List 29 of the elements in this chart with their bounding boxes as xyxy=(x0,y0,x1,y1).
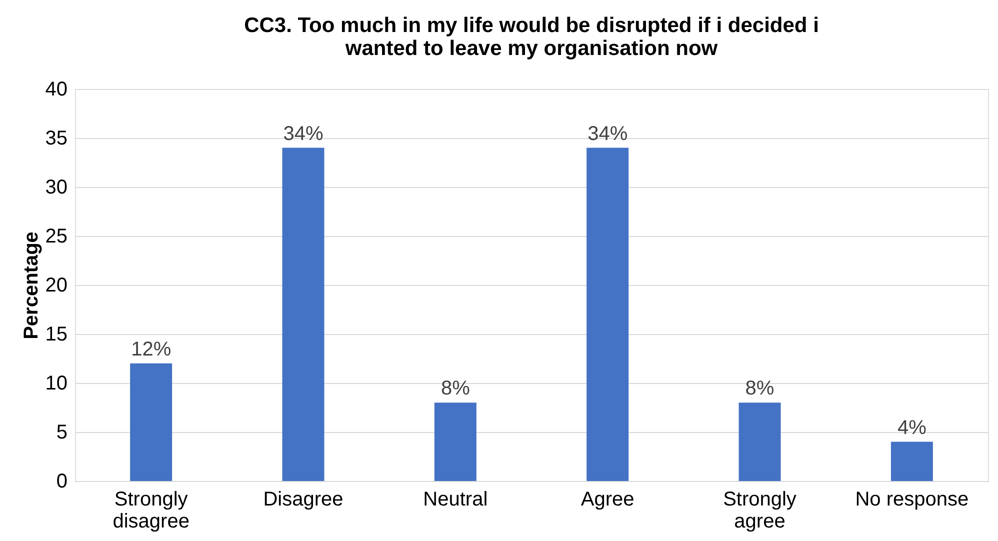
data-label: 8% xyxy=(745,378,774,400)
bar xyxy=(890,442,933,481)
bar xyxy=(282,148,324,481)
x-tick-label: Strongly disagree xyxy=(112,488,190,532)
x-tick-label: Neutral xyxy=(423,488,488,510)
data-label: 8% xyxy=(440,378,470,400)
y-axis-title: Percentage xyxy=(20,232,42,340)
data-label: 4% xyxy=(897,416,927,439)
bar xyxy=(586,148,629,481)
y-tick-label: 5 xyxy=(56,422,68,444)
bar xyxy=(738,402,781,481)
chart-title: CC3. Too much in my life would be disrupted if i decided i wanted to leave my organisation now xyxy=(244,14,819,60)
y-tick-label: 40 xyxy=(45,78,68,100)
y-tick-label: 0 xyxy=(56,470,68,492)
x-tick-label: Strongly agree xyxy=(723,488,796,532)
y-tick-label: 35 xyxy=(45,128,68,150)
x-tick-label: Disagree xyxy=(263,488,344,510)
x-tick-label: No response xyxy=(855,488,969,510)
data-label: 34% xyxy=(283,122,324,145)
data-label: 34% xyxy=(588,122,628,145)
y-tick-label: 20 xyxy=(45,274,68,296)
x-tick-label: Agree xyxy=(580,488,634,510)
y-tick-label: 30 xyxy=(45,176,68,198)
bar xyxy=(434,402,476,481)
y-tick-label: 10 xyxy=(45,372,68,394)
y-tick-label: 25 xyxy=(45,226,68,248)
y-tick-label: 15 xyxy=(45,324,68,346)
data-label: 12% xyxy=(131,338,172,360)
bar xyxy=(130,363,172,481)
